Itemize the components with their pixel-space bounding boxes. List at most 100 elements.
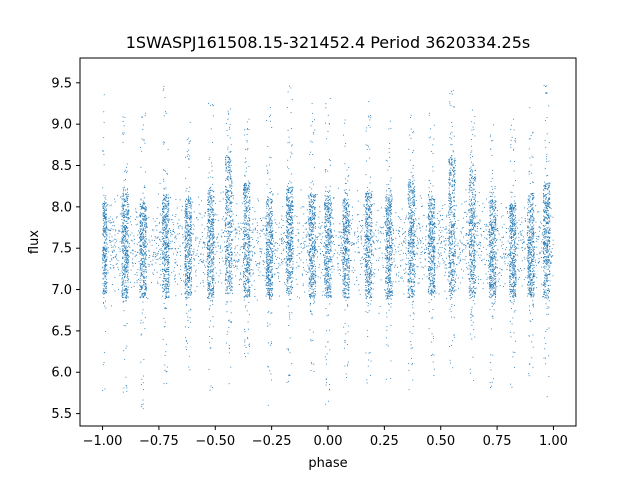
data-point — [126, 211, 128, 213]
data-point — [228, 190, 230, 192]
data-point — [127, 188, 128, 190]
data-point — [271, 295, 273, 297]
data-point — [142, 243, 144, 245]
data-point — [309, 250, 311, 252]
data-point — [142, 232, 144, 233]
data-point — [268, 249, 269, 251]
data-point — [127, 198, 129, 200]
data-point — [165, 254, 167, 256]
data-point — [287, 269, 289, 271]
data-point — [121, 231, 123, 233]
data-point — [243, 219, 245, 221]
data-point — [186, 289, 188, 291]
data-point — [125, 245, 127, 247]
data-point — [106, 271, 107, 273]
data-point — [166, 223, 168, 225]
data-point — [162, 219, 163, 221]
data-point — [229, 226, 231, 228]
data-point — [229, 216, 231, 218]
data-point — [327, 249, 329, 250]
data-point — [103, 261, 105, 263]
data-point — [309, 213, 311, 215]
data-point — [124, 256, 126, 258]
data-point — [289, 180, 291, 182]
data-point — [209, 347, 211, 349]
data-point — [212, 271, 213, 273]
data-point — [329, 214, 330, 216]
data-point — [209, 205, 211, 207]
data-point — [126, 197, 128, 199]
data-point — [292, 261, 294, 262]
data-point — [324, 275, 326, 277]
data-point — [142, 243, 144, 245]
data-point — [324, 216, 326, 218]
data-point — [329, 185, 331, 187]
data-point — [347, 258, 349, 260]
data-point — [314, 283, 316, 285]
data-point — [313, 290, 315, 292]
data-point — [143, 187, 145, 188]
data-point — [168, 277, 170, 279]
data-point — [343, 254, 345, 256]
data-point — [167, 263, 169, 265]
data-point — [326, 265, 328, 267]
data-point — [141, 224, 143, 226]
data-point — [145, 217, 147, 219]
data-point — [188, 231, 190, 233]
data-point — [166, 288, 168, 289]
data-point — [213, 275, 215, 277]
data-point — [226, 240, 228, 241]
data-point — [122, 132, 124, 134]
data-point — [343, 225, 345, 227]
data-point — [328, 296, 330, 298]
data-point — [268, 207, 270, 209]
data-point — [143, 220, 145, 222]
data-point — [141, 292, 143, 294]
data-point — [286, 237, 288, 239]
data-point — [267, 233, 269, 235]
data-point — [343, 222, 345, 224]
data-point — [285, 204, 287, 206]
data-point — [103, 247, 105, 249]
data-point — [141, 208, 143, 209]
data-point — [265, 243, 267, 245]
data-point — [314, 294, 316, 296]
data-point — [288, 256, 290, 258]
data-point — [186, 265, 188, 267]
data-point — [184, 280, 186, 282]
data-point — [230, 247, 232, 249]
data-point — [247, 224, 249, 226]
data-point — [287, 214, 289, 216]
data-point — [267, 222, 269, 224]
data-point — [329, 217, 331, 218]
data-point — [266, 207, 268, 209]
data-point — [166, 296, 168, 298]
data-point — [125, 236, 126, 238]
data-point — [271, 213, 273, 215]
data-point — [103, 234, 104, 236]
data-point — [122, 284, 124, 286]
data-point — [345, 241, 346, 243]
data-point — [124, 274, 126, 276]
data-point — [343, 262, 345, 263]
data-point — [226, 246, 228, 248]
data-point — [313, 265, 315, 267]
data-point — [121, 237, 123, 239]
data-point — [225, 162, 227, 164]
data-point — [267, 261, 269, 263]
data-point — [228, 211, 230, 213]
data-point — [345, 293, 347, 295]
data-point — [102, 214, 104, 216]
data-point — [121, 245, 123, 247]
data-point — [141, 294, 143, 296]
data-point — [329, 291, 331, 293]
data-point — [166, 218, 168, 220]
data-point — [244, 280, 246, 282]
data-point — [268, 274, 270, 276]
data-point — [290, 212, 292, 214]
data-point — [310, 151, 311, 153]
data-point — [342, 224, 344, 225]
data-point — [189, 263, 191, 265]
data-point — [313, 253, 315, 255]
data-point — [324, 281, 326, 283]
